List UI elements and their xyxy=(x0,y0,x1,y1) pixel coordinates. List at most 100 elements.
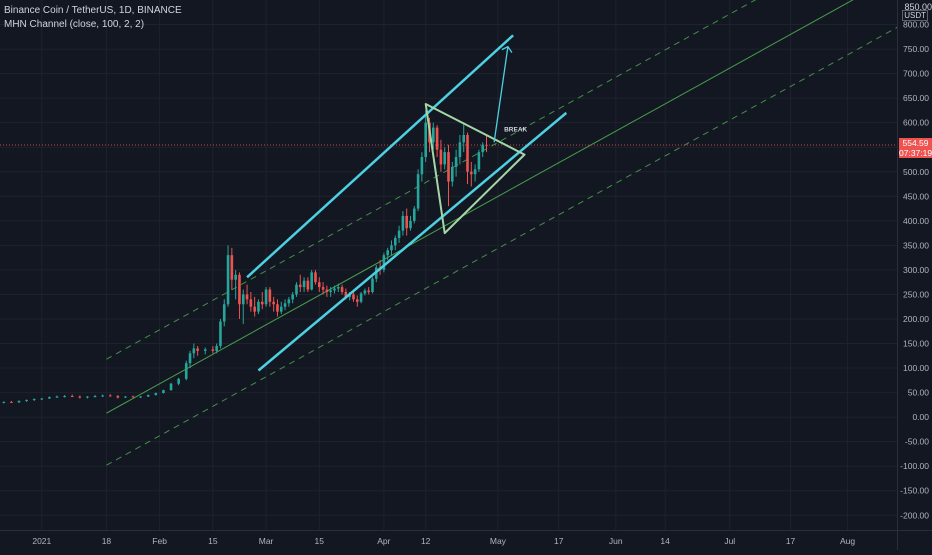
candle-body xyxy=(169,383,173,391)
candle-body xyxy=(329,290,332,292)
candle-body xyxy=(101,395,104,397)
candle-body xyxy=(230,255,234,280)
candle-body xyxy=(32,398,36,400)
symbol-title[interactable]: Binance Coin / TetherUS, 1D, BINANCE xyxy=(4,5,182,16)
candle-body xyxy=(291,294,294,300)
x-tick-label: 17 xyxy=(786,536,796,546)
candle-body xyxy=(131,396,135,398)
candle-body xyxy=(283,303,287,307)
candle-body xyxy=(409,220,412,229)
candle-body xyxy=(333,288,336,291)
price-scale-top-label: 850.00 xyxy=(904,2,932,12)
y-tick-label: 400.00 xyxy=(903,216,929,226)
candle-body xyxy=(435,127,439,150)
candle-body xyxy=(63,396,66,398)
candle-body xyxy=(317,282,321,288)
candle-body xyxy=(215,345,218,351)
candle-body xyxy=(295,284,298,295)
candle-body xyxy=(211,349,215,351)
candle-body xyxy=(390,245,393,251)
candle-body xyxy=(447,152,450,182)
y-tick-label: 450.00 xyxy=(903,191,929,201)
regression-lower-band xyxy=(106,27,898,466)
candle-body xyxy=(306,280,310,290)
candle-body xyxy=(314,272,317,283)
indicator-label[interactable]: MHN Channel (close, 100, 2, 2) xyxy=(4,19,145,30)
x-tick-label: 15 xyxy=(208,536,218,546)
candle-body xyxy=(279,306,283,312)
candle-body xyxy=(466,134,469,172)
candle-body xyxy=(371,278,374,292)
x-tick-label: Jun xyxy=(609,536,623,546)
bar-countdown: 07:37:19 xyxy=(899,147,932,158)
candle-body xyxy=(238,274,241,305)
y-tick-label: 750.00 xyxy=(903,44,929,54)
candle-body xyxy=(310,272,313,290)
y-tick-label: 250.00 xyxy=(903,289,929,299)
candle-body xyxy=(416,174,420,209)
candle-body xyxy=(253,306,256,312)
candle-body xyxy=(393,238,397,246)
y-tick-label: 50.00 xyxy=(908,388,930,398)
candle-body xyxy=(40,398,44,400)
candle-body xyxy=(298,284,302,288)
x-tick-label: Mar xyxy=(259,536,274,546)
y-tick-label: 300.00 xyxy=(903,265,929,275)
candle-body xyxy=(226,255,230,305)
candle-body xyxy=(10,401,13,403)
candle-body xyxy=(340,287,344,292)
candle-body xyxy=(367,290,370,292)
y-tick-label: -50.00 xyxy=(905,437,929,447)
candle-body xyxy=(196,348,199,351)
y-tick-label: 500.00 xyxy=(903,167,929,177)
candle-body xyxy=(116,396,120,398)
candle-body xyxy=(454,157,458,167)
candle-body xyxy=(146,395,150,397)
candle-body xyxy=(485,144,488,146)
candle-body xyxy=(401,215,405,231)
candle-body xyxy=(397,230,401,239)
candle-body xyxy=(359,293,363,302)
candle-body xyxy=(86,396,89,398)
x-tick-label: 14 xyxy=(660,536,670,546)
candle-body xyxy=(405,215,408,229)
candle-body xyxy=(162,390,165,394)
price-scale-unit[interactable]: USDT xyxy=(902,10,928,21)
triangle-pattern xyxy=(424,103,526,235)
candle-body xyxy=(424,122,427,158)
candle-body xyxy=(382,255,386,270)
break-annotation: BREAK xyxy=(504,127,527,134)
candle-body xyxy=(184,363,188,379)
x-tick-label: 15 xyxy=(315,536,325,546)
candle-body xyxy=(241,294,245,305)
candle-body xyxy=(234,274,237,280)
channel-lower-trendline xyxy=(257,111,568,372)
candle-body xyxy=(477,152,481,170)
x-tick-label: 18 xyxy=(102,536,112,546)
y-tick-label: 200.00 xyxy=(903,314,929,324)
x-tick-label: 12 xyxy=(421,536,431,546)
candle-body xyxy=(336,287,340,289)
candle-body xyxy=(124,396,127,398)
candle-body xyxy=(431,127,435,143)
candle-body xyxy=(481,144,485,153)
y-tick-label: 150.00 xyxy=(903,339,929,349)
candle-body xyxy=(78,396,82,398)
projection-arrow-head xyxy=(501,45,513,53)
candle-body xyxy=(412,208,416,221)
candle-body xyxy=(93,396,97,398)
candle-body xyxy=(192,348,196,354)
channel-upper-trendline xyxy=(246,34,514,279)
candle-body xyxy=(264,289,268,305)
y-tick-label: 600.00 xyxy=(903,118,929,128)
current-price-tag: 554.59 07:37:19 xyxy=(899,137,932,158)
candle-body xyxy=(443,152,446,165)
candle-body xyxy=(48,397,51,399)
candle-body xyxy=(287,299,291,304)
candle-body xyxy=(245,294,249,300)
y-tick-label: 700.00 xyxy=(903,69,929,79)
current-price-value: 554.59 xyxy=(902,137,929,148)
candle-body xyxy=(219,321,222,346)
